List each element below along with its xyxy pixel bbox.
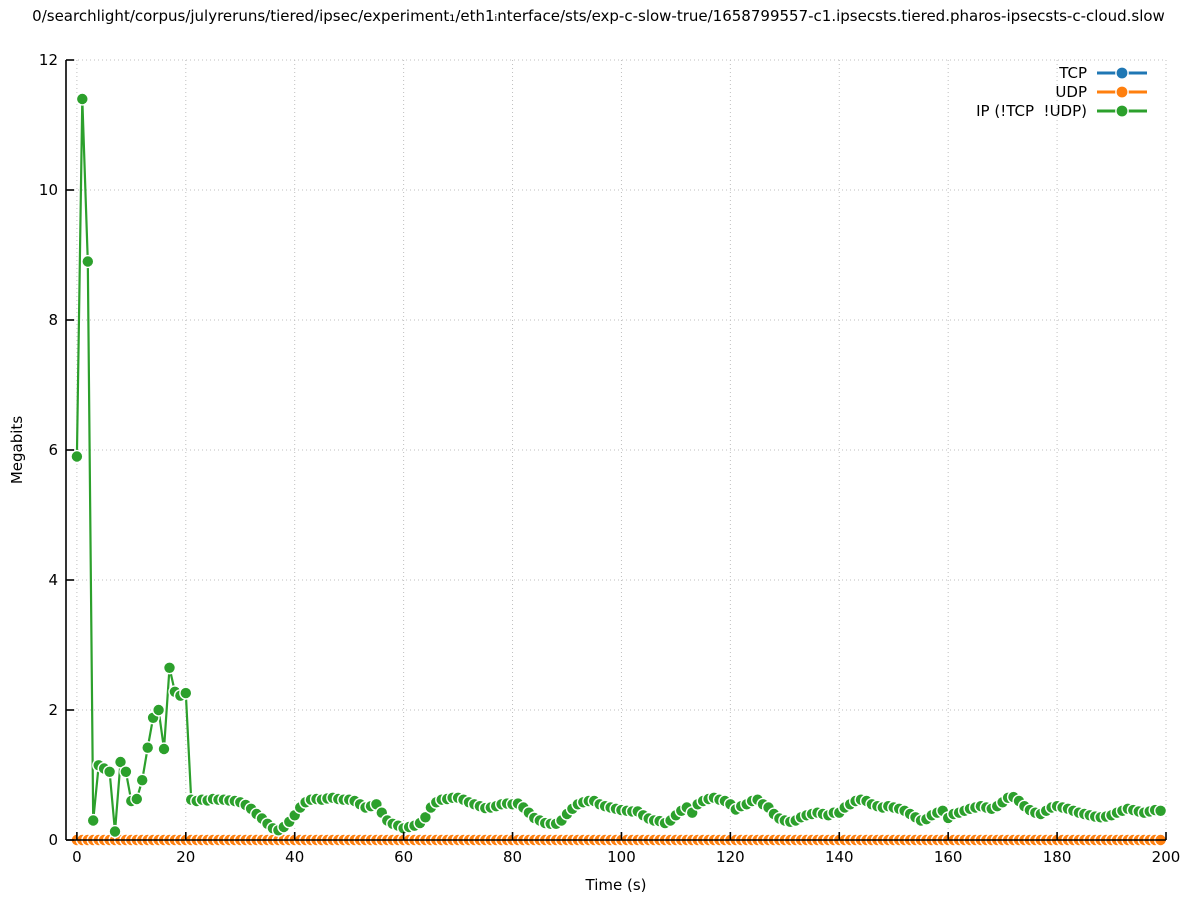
- y-tick-label: 8: [48, 311, 58, 329]
- y-tick-label: 10: [39, 181, 58, 199]
- y-tick-label: 2: [48, 701, 58, 719]
- legend-label-udp: UDP: [1055, 82, 1087, 101]
- series-udp: [70, 833, 1168, 847]
- legend: TCP UDP IP (!TCP !UDP): [976, 63, 1149, 120]
- legend-label-ip: IP (!TCP !UDP): [976, 101, 1087, 120]
- x-tick-label: 60: [394, 848, 413, 866]
- x-tick-label: 80: [503, 848, 522, 866]
- legend-item-udp: UDP: [976, 82, 1149, 101]
- x-tick-label: 40: [285, 848, 304, 866]
- x-tick-label: 180: [1043, 848, 1072, 866]
- x-tick-label: 20: [176, 848, 195, 866]
- series-ip-tcp-udp-: [70, 92, 1168, 839]
- y-axis-title: Megabits: [8, 415, 26, 485]
- legend-sample-udp-line-marker-icon: [1097, 84, 1147, 99]
- legend-sample-tcp-line-marker-icon: [1097, 65, 1147, 80]
- x-tick-label: 200: [1152, 848, 1181, 866]
- legend-item-ip: IP (!TCP !UDP): [976, 101, 1149, 120]
- chart-title: 0/searchlight/corpus/julyreruns/tiered/i…: [32, 7, 1165, 25]
- y-tick-label: 0: [48, 831, 58, 849]
- x-tick-label: 0: [72, 848, 82, 866]
- y-tick-label: 12: [39, 51, 58, 69]
- gridlines: [66, 59, 1167, 841]
- y-tick-label: 6: [48, 441, 58, 459]
- x-tick-label: 140: [825, 848, 854, 866]
- x-tick-label: 100: [607, 848, 636, 866]
- x-axis-title: Time (s): [585, 876, 647, 894]
- y-tick-label: 4: [48, 571, 58, 589]
- x-tick-label: 120: [716, 848, 745, 866]
- legend-sample-ip-line-marker-icon: [1097, 103, 1147, 118]
- legend-item-tcp: TCP: [976, 63, 1149, 82]
- legend-label-tcp: TCP: [1059, 63, 1087, 82]
- axes: [65, 59, 1167, 841]
- x-tick-label: 160: [934, 848, 963, 866]
